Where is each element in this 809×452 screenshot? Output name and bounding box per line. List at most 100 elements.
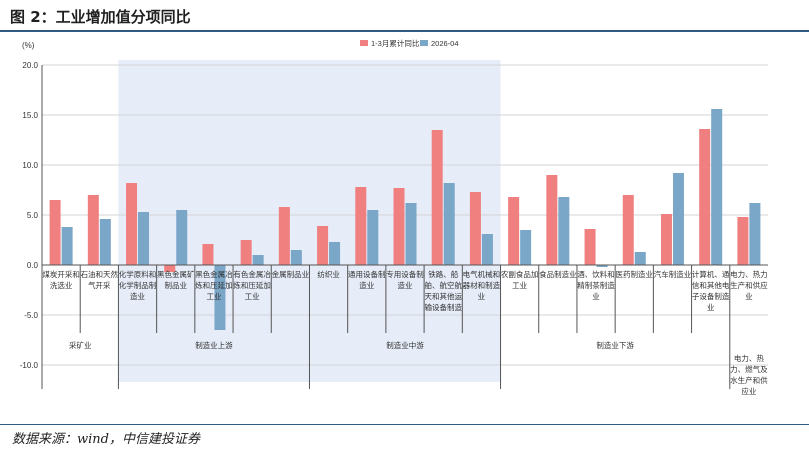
category-label-line: 黑色金属冶 (195, 269, 233, 279)
group-label: 制造业下游 (596, 340, 634, 350)
category-label: 电气机械和器材和制造业 (463, 269, 501, 301)
category-label-line: 黑色金属矿 (157, 269, 195, 279)
category-label-line: 有色金属冶 (233, 269, 271, 279)
category-label-line: 农副食品加 (501, 269, 539, 279)
bar-series1 (508, 197, 520, 265)
y-tick-label: 0.0 (27, 261, 39, 270)
category-label-line: 舶、航空航 (424, 280, 462, 290)
category-label-line: 制品业 (164, 280, 187, 290)
bar-series1 (660, 214, 672, 265)
bar-series2 (558, 197, 570, 265)
y-tick-label: 5.0 (27, 211, 39, 220)
category-label-line: 电气机械和 (463, 269, 501, 279)
bar-series2 (99, 219, 111, 265)
bar-series1 (126, 183, 138, 265)
category-label-line: 炼和压延加 (195, 280, 233, 290)
category-label-line: 专用设备制 (386, 269, 424, 279)
bar-series2 (61, 227, 73, 265)
group-label-line: 制造业上游 (195, 340, 233, 350)
title-rule (0, 30, 809, 32)
group-label-line: 制造业下游 (596, 340, 634, 350)
group-label: 制造业上游 (195, 340, 233, 350)
category-label-line: 子设备制造 (692, 291, 730, 301)
category-label-line: 洗选业 (50, 280, 73, 290)
category-label: 专用设备制造业 (386, 269, 424, 290)
group-label: 采矿业 (69, 340, 92, 350)
bar-series1 (622, 195, 634, 265)
group-label-line: 采矿业 (69, 340, 92, 350)
category-label-line: 业 (592, 291, 600, 301)
bar-series2 (711, 109, 723, 265)
category-label: 医药制造业 (616, 269, 654, 279)
bar-series1 (49, 200, 61, 265)
category-label: 计算机、通信和其他电子设备制造业 (692, 269, 730, 312)
category-label-line: 工业 (206, 291, 221, 301)
category-label-line: 生产和供应 (730, 280, 768, 290)
category-label-line: 工业 (512, 280, 527, 290)
category-label-line: 电力、热力 (730, 269, 768, 279)
category-label: 黑色金属冶炼和压延加工业 (195, 269, 233, 301)
bar-series1 (393, 188, 405, 265)
footer-rule (0, 424, 809, 425)
category-label-line: 汽车制造业 (654, 269, 692, 279)
category-label: 通用设备制造业 (348, 269, 386, 290)
bar-series1 (469, 192, 481, 265)
bar-series1 (317, 226, 329, 265)
y-tick-label: -10.0 (20, 361, 39, 370)
category-label: 纺织业 (317, 269, 340, 279)
bar-chart: 20.0 15.0 10.0 5.0 0.0 -5.0 -10.0 (%) 煤炭开采和洗选业石油… (20, 38, 768, 396)
category-label-line: 器材和制造 (463, 280, 501, 290)
category-label-line: 输设备制造 (424, 302, 462, 312)
category-label: 黑色金属矿制品业 (157, 269, 195, 290)
group-label-line: 应业 (741, 386, 756, 396)
y-tick-label: 15.0 (22, 111, 38, 120)
bar-series1 (87, 195, 99, 265)
bar-series2 (138, 212, 150, 265)
bar-series1 (202, 244, 214, 265)
legend-swatch-series1 (360, 40, 368, 46)
bar-series1 (737, 217, 749, 265)
legend-label-series1: 1-3月累计同比 (371, 38, 420, 48)
category-label: 汽车制造业 (654, 269, 692, 279)
group-label: 电力、热力、燃气及水生产和供应业 (730, 353, 768, 396)
group-label-line: 电力、热 (734, 353, 764, 363)
category-label-line: 纺织业 (317, 269, 340, 279)
category-label-line: 化学制品制 (119, 280, 157, 290)
category-label-line: 业 (478, 291, 486, 301)
group-label-line: 制造业中游 (386, 340, 424, 350)
category-label-line: 信和其他电 (692, 280, 730, 290)
bar-series2 (443, 183, 455, 265)
bar-series2 (634, 252, 646, 265)
bar-series2 (405, 203, 417, 265)
bar-series1 (699, 129, 711, 265)
category-label-line: 造业 (359, 280, 374, 290)
category-label-line: 化学原料和 (119, 269, 157, 279)
category-label-line: 煤炭开采和 (42, 269, 80, 279)
legend-swatch-series2 (420, 40, 428, 46)
bar-series2 (290, 250, 302, 265)
category-label-line: 医药制造业 (616, 269, 654, 279)
category-label-line: 天和其他运 (424, 291, 462, 301)
figure-title: 图 2：工业增加值分项同比 (10, 8, 191, 26)
data-source: 数据来源：wind，中信建投证券 (12, 432, 200, 447)
category-label-line: 炼和压延加 (233, 280, 271, 290)
category-label: 石油和天然气开采 (81, 269, 119, 290)
category-label: 酒、饮料和精制茶制造业 (577, 269, 615, 301)
category-label: 化学原料和化学制品制造业 (119, 269, 157, 301)
category-label-line: 石油和天然 (81, 269, 119, 279)
group-label: 制造业中游 (386, 340, 424, 350)
bar-series1 (584, 229, 596, 265)
category-label-line: 造业 (130, 291, 145, 301)
group-label-line: 力、燃气及 (730, 364, 768, 374)
category-label-line: 计算机、通 (692, 269, 730, 279)
bar-series2 (367, 210, 379, 265)
bar-series2 (749, 203, 761, 265)
category-label: 有色金属冶炼和压延加工业 (233, 269, 271, 301)
category-label-line: 酒、饮料和 (577, 269, 615, 279)
bar-series1 (431, 130, 443, 265)
category-label: 电力、热力生产和供应业 (730, 269, 768, 301)
bar-series2 (176, 210, 188, 265)
bar-series2 (520, 230, 532, 265)
category-label-line: 金属制品业 (272, 269, 310, 279)
bar-series1 (278, 207, 290, 265)
